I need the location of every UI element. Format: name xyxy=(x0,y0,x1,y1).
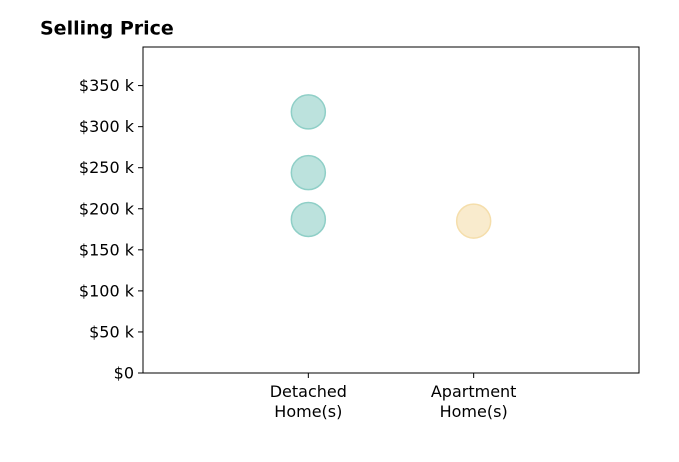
chart-title: Selling Price xyxy=(40,18,174,40)
x-tick-label: Detached Home(s) xyxy=(269,382,347,421)
point xyxy=(290,94,327,130)
y-tick-label: $200 k xyxy=(79,199,135,218)
point xyxy=(455,203,492,239)
y-tick-label: $0 xyxy=(114,364,134,383)
y-tick-label: $100 k xyxy=(79,281,135,300)
point xyxy=(290,154,327,191)
x-tick-label: Apartment Home(s) xyxy=(430,382,517,421)
y-tick-label: $150 k xyxy=(79,240,135,259)
plot-frame xyxy=(142,46,640,374)
y-tick-label: $350 k xyxy=(79,76,135,95)
point xyxy=(290,201,327,238)
y-tick-label: $50 k xyxy=(89,322,135,341)
y-tick-label: $300 k xyxy=(79,117,135,136)
y-tick-label: $250 k xyxy=(79,158,135,177)
